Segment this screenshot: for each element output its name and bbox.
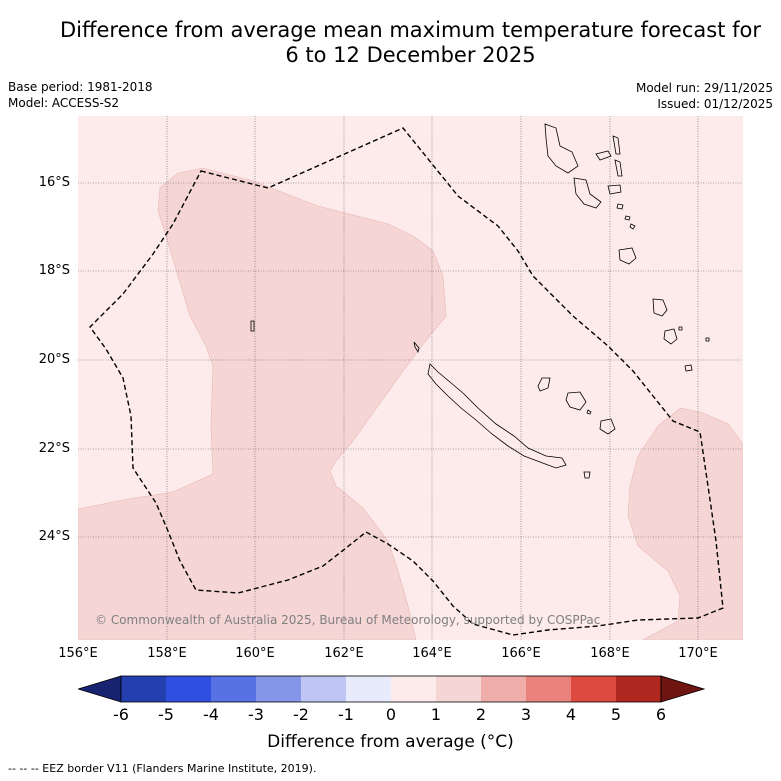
tiga-island bbox=[586, 409, 592, 415]
lat-label-18s: 18°S bbox=[38, 263, 70, 278]
lat-label-20s: 20°S bbox=[38, 352, 70, 367]
ambae-island bbox=[595, 150, 612, 161]
colorbar-label: Difference from average (°C) bbox=[267, 732, 514, 752]
colorbar-tick: 0 bbox=[385, 705, 397, 724]
colorbar-bin-m3-m2 bbox=[256, 676, 301, 702]
model-run: Model run: 29/11/2025 bbox=[635, 81, 773, 95]
efate-island bbox=[618, 247, 637, 265]
anomaly-region-west bbox=[78, 167, 447, 640]
colorbar-extend-low bbox=[78, 675, 122, 703]
map-title: Difference from average mean maximum tem… bbox=[0, 18, 781, 68]
maewo-island bbox=[612, 135, 621, 155]
map-svg bbox=[78, 116, 743, 640]
colorbar-bin-4-5 bbox=[571, 676, 616, 702]
eez-boundary bbox=[89, 127, 724, 636]
meta-right: Model run: 29/11/2025 Issued: 01/12/2025 bbox=[636, 80, 773, 112]
colorbar-tick: -4 bbox=[203, 705, 219, 724]
belep-island bbox=[413, 341, 420, 354]
model-name: Model: ACCESS-S2 bbox=[8, 96, 120, 110]
aneityum-island bbox=[684, 364, 693, 372]
epi-island bbox=[616, 203, 624, 210]
colorbar-extend-high bbox=[660, 675, 705, 703]
malekula-island bbox=[573, 177, 602, 209]
lon-label-158e: 158°E bbox=[147, 646, 187, 661]
ambrym-island bbox=[607, 184, 622, 195]
lat-label-24s: 24°S bbox=[38, 529, 70, 544]
anomaly-region-east bbox=[627, 407, 743, 640]
colorbar-bin-3-4 bbox=[526, 676, 571, 702]
copyright-notice: © Commonwealth of Australia 2025, Bureau… bbox=[95, 613, 601, 627]
colorbar-tick: 2 bbox=[475, 705, 487, 724]
title-line-1: Difference from average mean maximum tem… bbox=[60, 18, 761, 42]
new-caledonia-island bbox=[427, 363, 567, 469]
mare-island bbox=[599, 418, 616, 435]
aniwa-island bbox=[705, 337, 710, 342]
colorbar-tick: -3 bbox=[248, 705, 264, 724]
lon-label-156e: 156°E bbox=[58, 646, 98, 661]
colorbar-bin-m2-m1 bbox=[301, 676, 346, 702]
base-period: Base period: 1981-2018 bbox=[8, 80, 153, 94]
shepherd-islands bbox=[624, 215, 631, 221]
lon-label-166e: 166°E bbox=[501, 646, 541, 661]
colorbar-tick: 6 bbox=[655, 705, 667, 724]
lon-label-170e: 170°E bbox=[678, 646, 718, 661]
colorbar-bin-1-2 bbox=[436, 676, 481, 702]
lon-label-160e: 160°E bbox=[235, 646, 275, 661]
tanna-island bbox=[663, 328, 678, 345]
ouvea-island bbox=[537, 377, 551, 392]
colorbar-bin-m6-m5 bbox=[121, 676, 166, 702]
map-panel: © Commonwealth of Australia 2025, Bureau… bbox=[78, 116, 743, 640]
colorbar-bin-m4-m3 bbox=[211, 676, 256, 702]
lifou-island bbox=[565, 391, 587, 411]
pentecost-island bbox=[614, 159, 623, 177]
chesterfield-islands bbox=[250, 320, 255, 332]
graticule bbox=[78, 116, 743, 640]
colorbar-tick: 3 bbox=[520, 705, 532, 724]
colorbar-tick: -5 bbox=[158, 705, 174, 724]
colorbar-tick: 1 bbox=[430, 705, 442, 724]
colorbar-tick: 4 bbox=[565, 705, 577, 724]
colorbar-frame bbox=[120, 675, 662, 703]
isle-of-pines bbox=[583, 471, 591, 479]
lon-label-162e: 162°E bbox=[324, 646, 364, 661]
lon-label-168e: 168°E bbox=[590, 646, 630, 661]
emae-island bbox=[629, 223, 636, 230]
colorbar bbox=[78, 675, 705, 703]
colorbar-bin-0-1 bbox=[391, 676, 436, 702]
colorbar-bin-5-6 bbox=[616, 676, 661, 702]
lat-label-22s: 22°S bbox=[38, 441, 70, 456]
espiritu-santo-island bbox=[544, 123, 579, 174]
colorbar-bin-m1-0 bbox=[346, 676, 391, 702]
futuna-island bbox=[678, 326, 683, 331]
colorbar-bin-2-3 bbox=[481, 676, 526, 702]
colorbar-bin-m5-m4 bbox=[166, 676, 211, 702]
colorbar-tick: -1 bbox=[338, 705, 354, 724]
colorbar-tick: -6 bbox=[113, 705, 129, 724]
colorbar-tick: 5 bbox=[610, 705, 622, 724]
colorbar-tick: -2 bbox=[293, 705, 309, 724]
lat-label-16s: 16°S bbox=[38, 175, 70, 190]
meta-left: Base period: 1981-2018 Model: ACCESS-S2 bbox=[8, 79, 153, 111]
lon-label-164e: 164°E bbox=[412, 646, 452, 661]
eez-legend-footer: -- -- -- EEZ border V11 (Flanders Marine… bbox=[8, 762, 317, 775]
title-line-2: 6 to 12 December 2025 bbox=[285, 43, 536, 67]
erromango-island bbox=[652, 298, 668, 317]
issued-date: Issued: 01/12/2025 bbox=[657, 97, 773, 111]
